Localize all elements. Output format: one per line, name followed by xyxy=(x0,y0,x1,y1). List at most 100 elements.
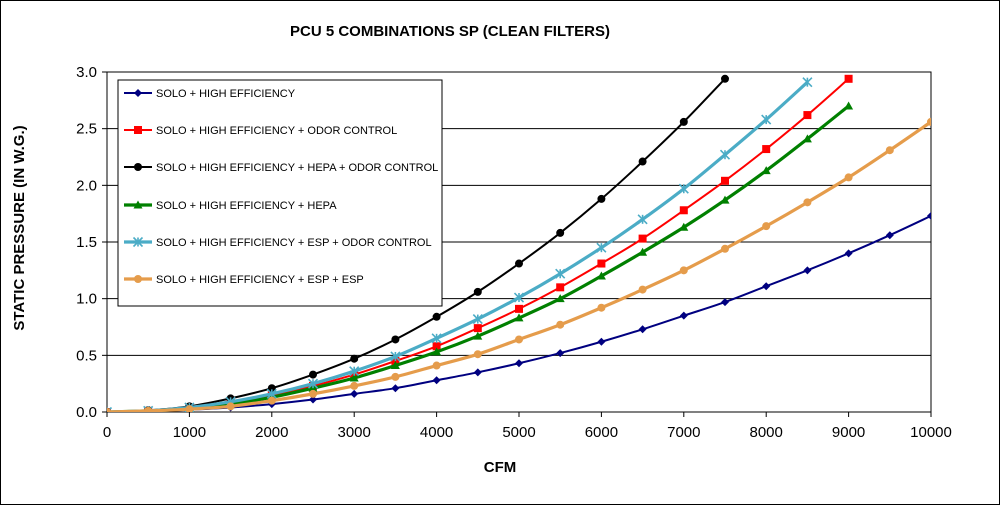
data-point xyxy=(679,117,688,126)
data-point xyxy=(267,396,276,405)
data-point xyxy=(555,268,566,279)
data-point xyxy=(226,402,235,411)
data-point xyxy=(762,282,771,291)
x-tick-label: 3000 xyxy=(338,424,371,441)
data-point xyxy=(802,134,812,143)
legend-label: SOLO + HIGH EFFICIENCY + HEPA xyxy=(156,200,337,212)
data-point xyxy=(514,313,524,322)
legend-item: SOLO + HIGH EFFICIENCY + HEPA + ODOR CON… xyxy=(124,162,438,174)
data-point xyxy=(391,357,400,365)
legend-swatch-marker xyxy=(133,200,143,209)
data-point xyxy=(515,359,523,368)
data-point xyxy=(596,242,607,253)
legend-label-line: SOLO + HIGH EFFICIENCY + HEPA xyxy=(156,200,337,212)
data-point xyxy=(350,389,359,398)
legend-label: SOLO + HIGH EFFICIENCY + ODOR CONTROL xyxy=(156,125,397,137)
x-tick-label: 4000 xyxy=(420,424,453,441)
x-tick-label: 10000 xyxy=(910,424,952,441)
data-point xyxy=(391,384,400,393)
data-point xyxy=(761,114,772,125)
data-point xyxy=(762,222,771,231)
data-point xyxy=(761,166,771,175)
legend-swatch-marker xyxy=(134,126,142,134)
legend-item: SOLO + HIGH EFFICIENCY + ESP + ESP xyxy=(124,274,364,286)
data-point xyxy=(309,395,317,404)
legend-label: SOLO + HIGH EFFICIENCY + HEPA + ODOR CON… xyxy=(156,162,438,174)
data-point xyxy=(309,389,317,398)
legend-label: SOLO + HIGH EFFICIENCY xyxy=(156,88,296,100)
data-point xyxy=(679,266,688,275)
data-point xyxy=(721,298,729,307)
y-tick-label: 0.0 xyxy=(76,404,97,421)
data-point xyxy=(556,283,565,292)
legend-label-line: SOLO + HIGH EFFICIENCY xyxy=(156,88,296,100)
data-point xyxy=(597,303,606,312)
data-point xyxy=(885,146,894,155)
x-tick-label: 5000 xyxy=(502,424,535,441)
data-point xyxy=(678,183,689,194)
data-point xyxy=(803,111,812,120)
legend-item: SOLO + HIGH EFFICIENCY + ESP + ODOR CONT… xyxy=(124,236,432,249)
legend-swatch-marker xyxy=(134,163,142,171)
data-point xyxy=(349,373,359,382)
data-point xyxy=(638,157,647,166)
data-point xyxy=(638,285,647,294)
x-tick-label: 2000 xyxy=(255,424,288,441)
data-point xyxy=(927,117,931,126)
data-point xyxy=(556,228,565,237)
data-point xyxy=(555,294,565,303)
data-point xyxy=(597,259,606,268)
data-point xyxy=(350,354,359,363)
legend: SOLO + HIGH EFFICIENCY SOLO + HIGH EFFICI… xyxy=(117,79,443,307)
data-point xyxy=(721,244,729,253)
legend-label: SOLO + HIGH EFFICIENCY + ESP + ODOR CONT… xyxy=(156,237,432,249)
data-point xyxy=(679,311,688,320)
data-point xyxy=(473,368,482,377)
data-point xyxy=(350,381,359,390)
data-point xyxy=(431,333,442,344)
data-point xyxy=(432,312,441,321)
x-axis-label: CFM xyxy=(484,459,517,476)
data-point xyxy=(597,337,606,346)
data-point xyxy=(185,405,194,412)
legend-label-line: SOLO + HIGH EFFICIENCY + ODOR CONTROL xyxy=(156,125,397,137)
legend-swatch-marker xyxy=(134,275,142,283)
data-point xyxy=(515,259,523,268)
data-point xyxy=(885,231,894,240)
data-point xyxy=(596,271,606,280)
data-point xyxy=(391,372,400,381)
x-tick-label: 9000 xyxy=(832,424,865,441)
legend-label-line: SOLO + HIGH EFFICIENCY + ESP + ODOR CONT… xyxy=(156,237,432,249)
chart-title: PCU 5 COMBINATIONS SP (CLEAN FILTERS) xyxy=(290,23,610,40)
legend-swatch-marker xyxy=(134,89,142,97)
data-point xyxy=(556,320,565,329)
data-point xyxy=(844,249,853,258)
y-tick-label: 0.5 xyxy=(76,347,97,364)
data-point xyxy=(432,347,442,356)
data-point xyxy=(349,366,360,377)
y-axis-label: STATIC PRESSURE (IN W.G.) xyxy=(11,125,28,330)
data-point xyxy=(638,234,647,243)
data-point xyxy=(679,206,688,215)
data-point xyxy=(473,287,482,296)
legend-item: SOLO + HIGH EFFICIENCY + ODOR CONTROL xyxy=(124,125,397,137)
data-point xyxy=(720,195,730,204)
data-point xyxy=(515,304,523,313)
data-point xyxy=(390,351,401,362)
data-point xyxy=(721,74,729,83)
legend-label-line: SOLO + HIGH EFFICIENCY + ESP + ESP xyxy=(156,274,364,286)
data-point xyxy=(307,378,319,389)
legend-box xyxy=(117,79,443,307)
x-tick-label: 7000 xyxy=(667,424,700,441)
data-point xyxy=(472,314,483,325)
x-tick-label: 1000 xyxy=(173,424,206,441)
data-point xyxy=(802,77,813,88)
legend-item: SOLO + HIGH EFFICIENCY + HEPA xyxy=(124,200,337,212)
data-point xyxy=(473,350,482,359)
data-point xyxy=(638,247,648,256)
legend-label: SOLO + HIGH EFFICIENCY + ESP + ESP xyxy=(156,274,364,286)
legend-swatch-marker xyxy=(132,236,144,248)
data-point xyxy=(844,74,853,83)
legend-label-line: SOLO + HIGH EFFICIENCY + HEPA + ODOR CON… xyxy=(156,162,438,174)
